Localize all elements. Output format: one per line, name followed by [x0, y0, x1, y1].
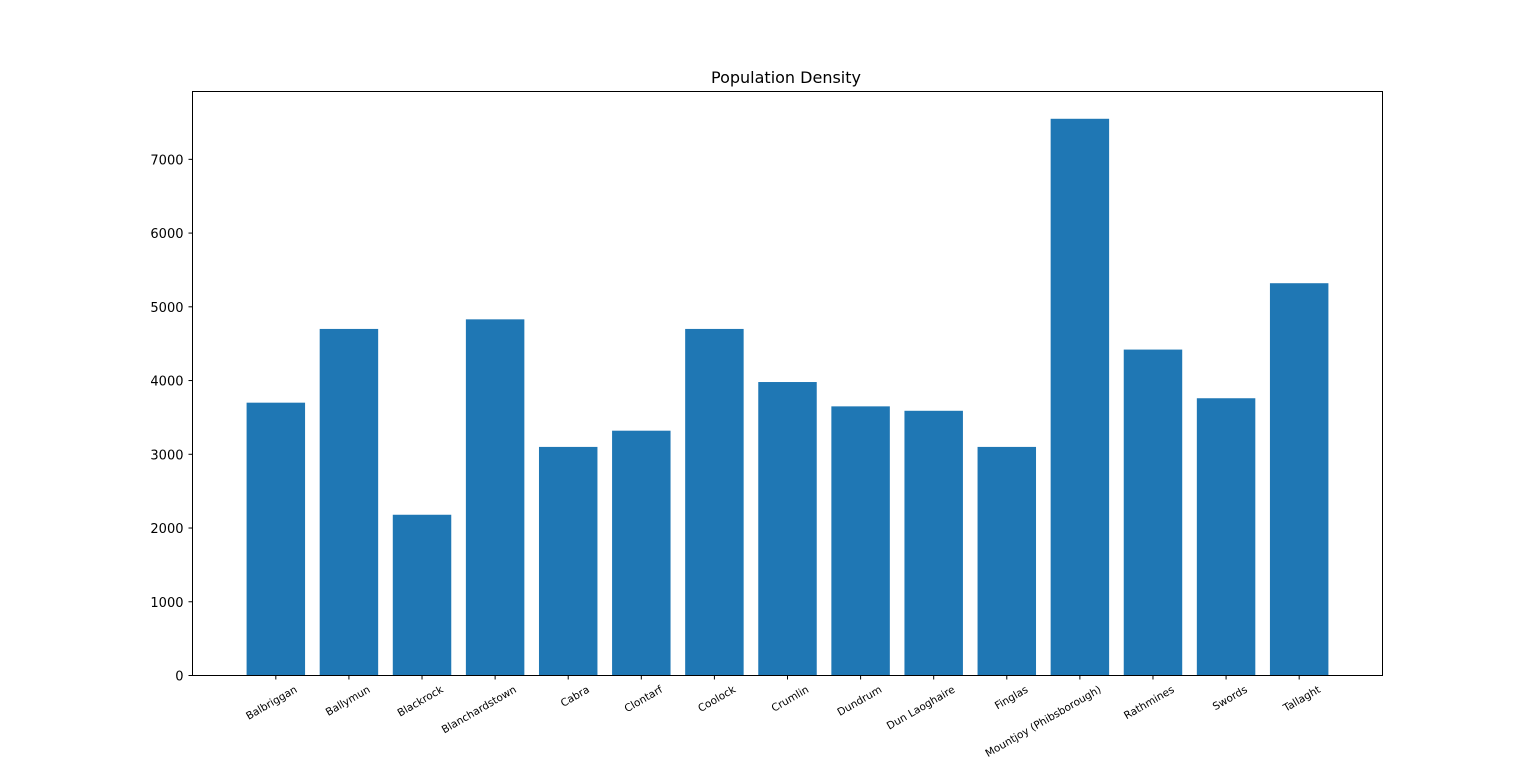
bar-crumlin	[758, 382, 817, 676]
y-tick-label: 5000	[150, 301, 183, 316]
plot-frame	[192, 91, 1383, 676]
y-tick-label: 1000	[150, 596, 183, 611]
x-tick-label: Rathmines	[1122, 684, 1177, 722]
y-tick-label: 0	[175, 670, 183, 685]
x-tick-label: Mountjoy (Phibsborough)	[983, 684, 1103, 759]
bar-cabra	[538, 446, 598, 676]
bar-rathmines	[1123, 349, 1183, 676]
x-tick-label: Tallaght	[1280, 684, 1322, 715]
bar-finglas	[977, 446, 1037, 676]
y-tick-label: 4000	[150, 375, 183, 390]
x-tick-label: Cabra	[559, 684, 592, 710]
x-tick-label: Dundrum	[835, 684, 884, 719]
bar-swords	[1196, 398, 1256, 676]
y-tick-label: 2000	[150, 522, 183, 537]
x-axis: Balbriggan Ballymun BlackrockBlanchardstow…	[244, 675, 1323, 759]
y-tick-label: 3000	[150, 448, 183, 463]
x-tick-label: Dun Laoghaire	[885, 684, 957, 733]
x-tick-label: Blanchardstown	[440, 684, 519, 736]
bar-dundrum	[831, 406, 890, 676]
chart-title: Population Density	[711, 68, 861, 87]
bar-mountjoy-phibsborough	[1050, 118, 1110, 676]
bar-balbriggan	[246, 402, 306, 676]
bar-tallaght	[1269, 283, 1329, 676]
x-tick-label: Coolock	[696, 683, 739, 715]
x-tick-label: Ballymun	[324, 684, 373, 719]
y-axis: 0 1000 2000 3000 4000 5000 6000 7000	[150, 153, 193, 685]
x-tick-label: Blackrock	[396, 683, 447, 719]
y-tick-label: 6000	[150, 227, 183, 242]
bar-dun-laoghaire	[904, 410, 963, 676]
bar-blanchardstown	[465, 319, 525, 676]
x-tick-label: Clontarf	[623, 684, 666, 715]
bar-ballymun	[319, 328, 379, 676]
bar-blackrock	[392, 514, 452, 676]
x-tick-label: Balbriggan	[244, 684, 299, 723]
y-tick-label: 7000	[150, 153, 183, 168]
x-tick-label: Crumlin	[769, 684, 811, 715]
x-tick-label: Finglas	[993, 684, 1030, 713]
bar-clontarf	[612, 430, 671, 676]
bar-coolock	[685, 328, 744, 676]
bars-group	[246, 118, 1329, 676]
x-tick-label: Swords	[1211, 684, 1250, 713]
